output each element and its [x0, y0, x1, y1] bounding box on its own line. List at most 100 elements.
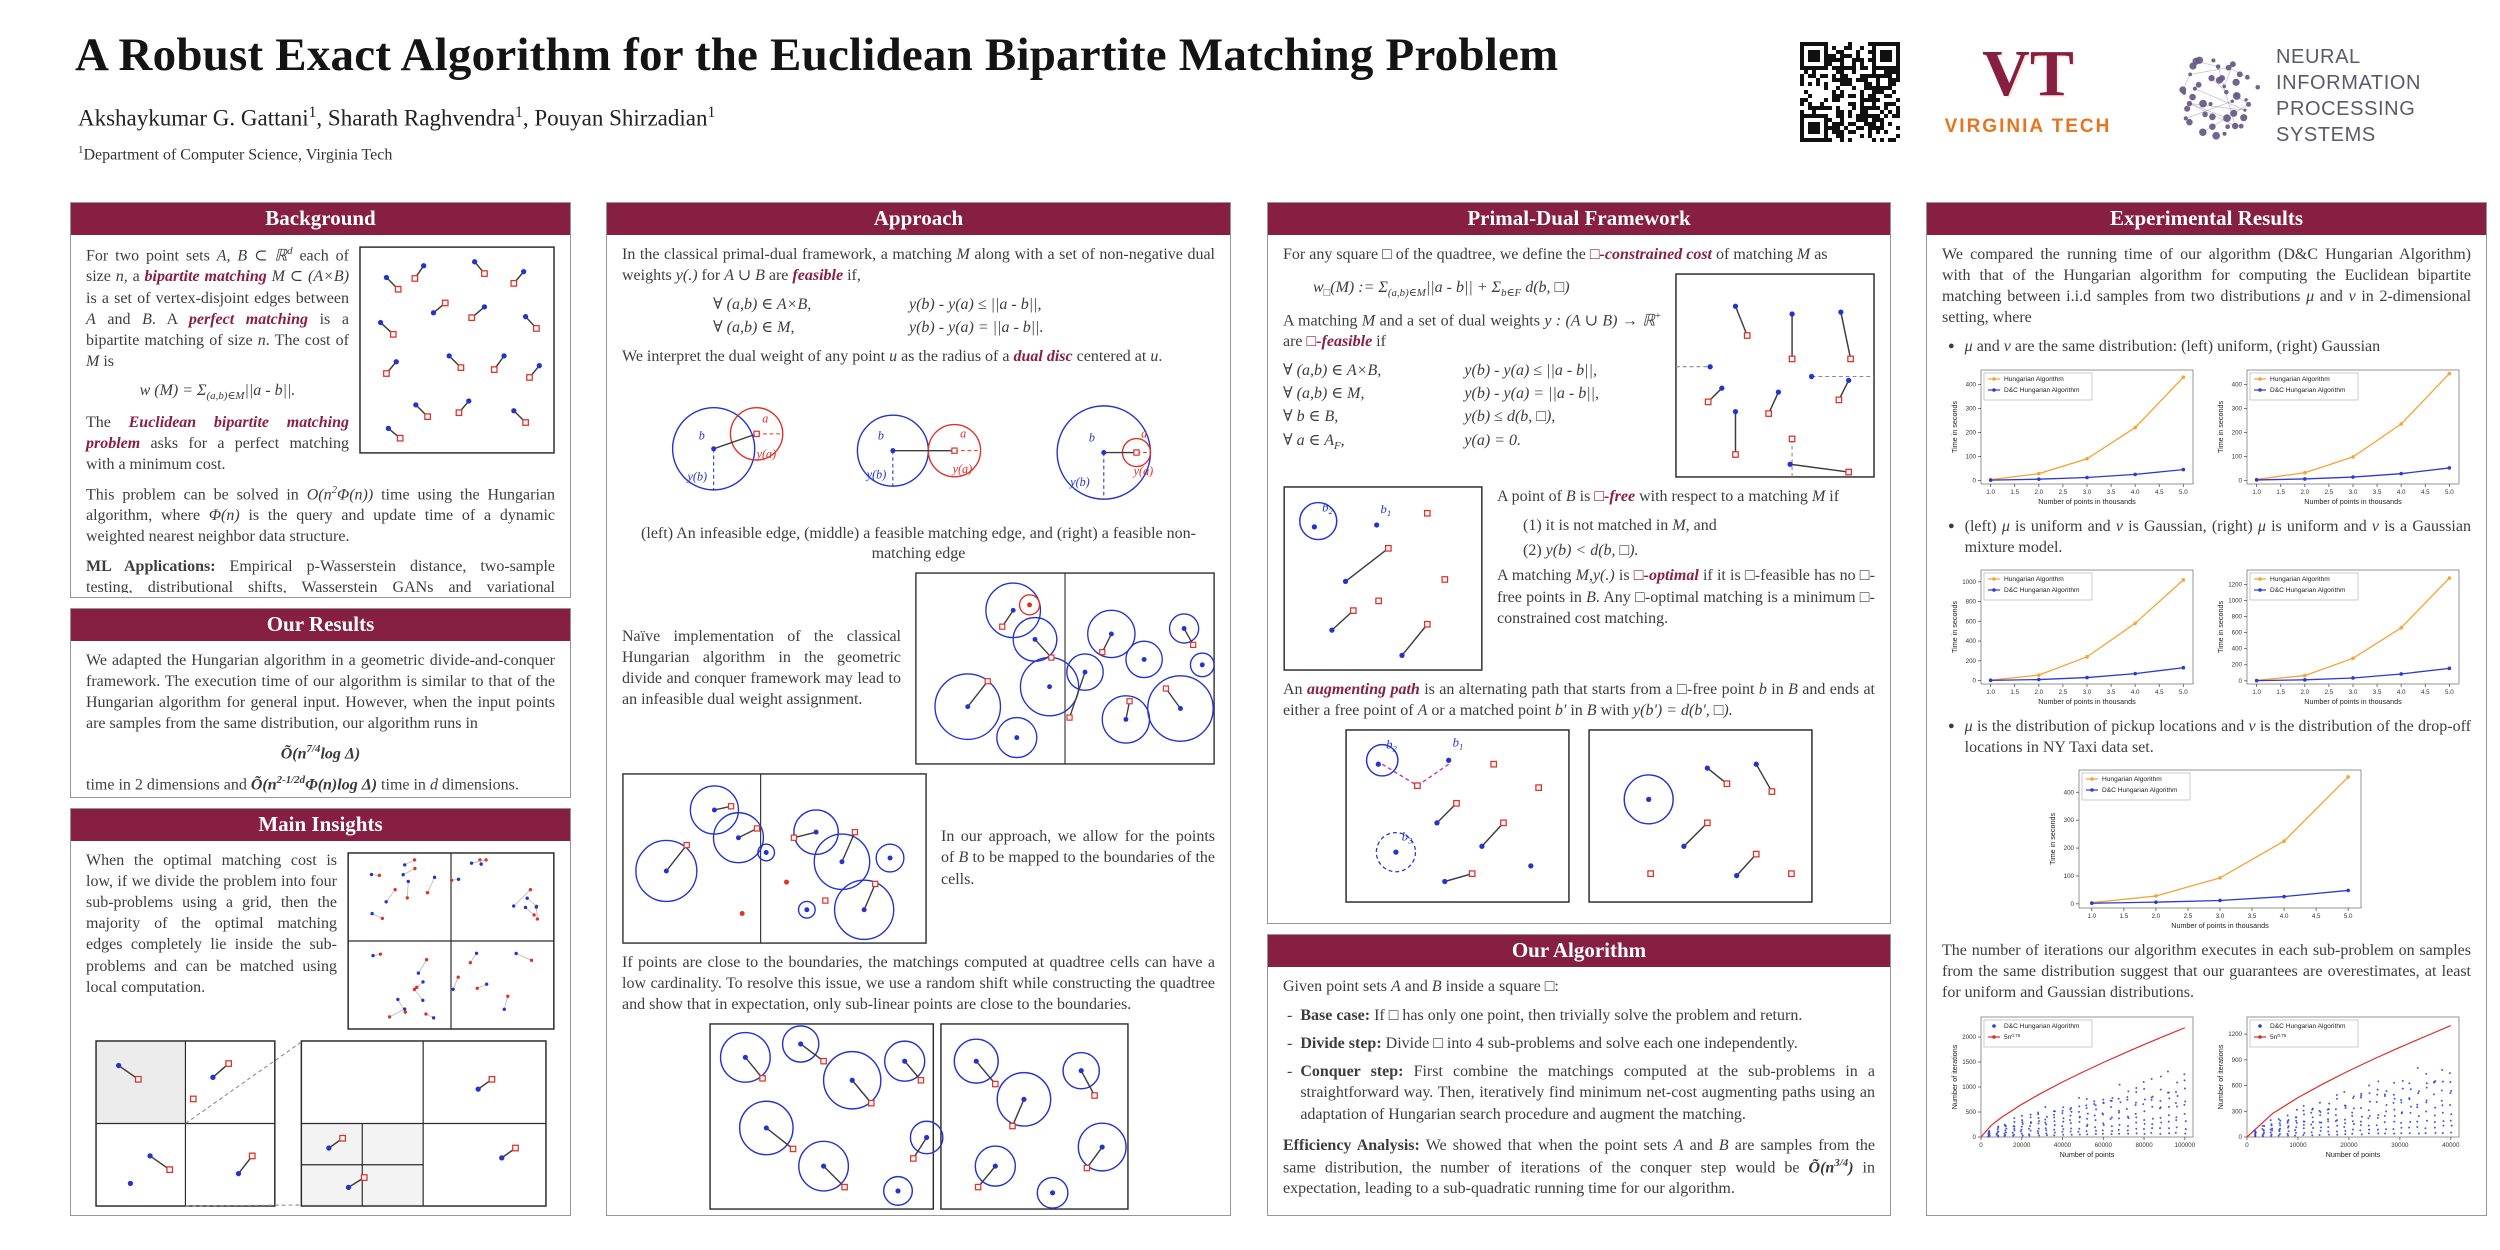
svg-text:D&C Hungarian Algorithm: D&C Hungarian Algorithm [2004, 1023, 2080, 1030]
svg-text:a: a [960, 426, 966, 440]
primal-paragraph-1: For any square □ of the quadtree, we def… [1283, 246, 1828, 263]
figure-augmenting-path-right [1588, 729, 1813, 904]
section-body-main-insights: When the optimal matching cost is low, i… [71, 841, 570, 1211]
results-paragraph-2: time in 2 dimensions and Õ(n2-1/2dΦ(n)lo… [86, 773, 519, 793]
svg-text:b3: b3 [1402, 830, 1413, 846]
approach-paragraph-naive: Naïve implementation of the classical Hu… [622, 627, 901, 709]
experimental-bullet-3: ● μ is the distribution of pickup locati… [1948, 716, 2471, 758]
svg-text:Time in seconds: Time in seconds [1950, 400, 1959, 452]
svg-text:600: 600 [1965, 618, 1976, 625]
figure-bipartite-matching [359, 246, 555, 454]
approach-paragraph-2: We interpret the dual weight of any poin… [622, 348, 1163, 366]
svg-text:400: 400 [1965, 381, 1976, 388]
svg-text:200: 200 [2231, 429, 2242, 436]
svg-text:500: 500 [1965, 1109, 1976, 1116]
svg-text:y(b): y(b) [864, 467, 886, 481]
bullet-icon: ● [1948, 519, 1955, 532]
section-experimental-results: Experimental Results We compared the run… [1926, 202, 2487, 1216]
primal-feasibility-conditions: ∀ (a,b) ∈ A×B, y(b) - y(a) ≤ ||a - b||, ∀ … [1283, 362, 1599, 452]
section-body-background: For two point sets A, B ⊂ ℝd each of siz… [71, 235, 570, 593]
svg-text:D&C Hungarian Algorithm: D&C Hungarian Algorithm [2102, 787, 2178, 794]
experimental-bullet-2: ● (left) μ is uniform and ν is Gaussian,… [1948, 516, 2471, 558]
svg-text:3.0: 3.0 [2348, 489, 2357, 496]
svg-text:0: 0 [1972, 1134, 1976, 1141]
section-body-our-algorithm: Given point sets A and B inside a square… [1268, 967, 1890, 1211]
background-paragraph-ml-applications: ML Applications: Empirical p-Wasserstein… [86, 557, 555, 594]
svg-text:300: 300 [2063, 817, 2074, 824]
svg-text:5.0: 5.0 [2179, 489, 2188, 496]
svg-text:4.0: 4.0 [2279, 913, 2288, 920]
authors: Akshaykumar G. Gattani1, Sharath Raghven… [78, 104, 716, 131]
chart-time-uniform-gaussian: 1.0 1.5 2.0 2.5 3.0 3.5 4.0 4.5 5.0 0 200 400 600 800… [1948, 563, 2199, 708]
svg-text:Number of points: Number of points [2059, 1150, 2114, 1159]
section-approach: Approach In the classical primal-dual fr… [606, 202, 1231, 1216]
svg-text:Number of points in thousands: Number of points in thousands [2171, 921, 2269, 930]
page-title: A Robust Exact Algorithm for the Euclide… [75, 29, 1559, 81]
svg-text:3.0: 3.0 [2082, 689, 2091, 696]
section-primal-dual: Primal-Dual Framework For any square □ o… [1267, 202, 1891, 924]
dual-discs-caption: (left) An infeasible edge, (middle) a fe… [641, 524, 1196, 562]
svg-text:3.0: 3.0 [2348, 689, 2357, 696]
section-body-our-results: We adapted the Hungarian algorithm in a … [71, 641, 570, 793]
section-body-approach: In the classical primal-dual framework, … [607, 235, 1230, 1211]
svg-text:Time in seconds: Time in seconds [2216, 400, 2225, 452]
approach-paragraph-boundaries: In our approach, we allow for the points… [941, 828, 1216, 888]
svg-text:400: 400 [2063, 789, 2074, 796]
figure-grid-division [347, 852, 555, 1030]
section-our-results: Our Results We adapted the Hungarian alg… [70, 608, 571, 798]
svg-text:4.5: 4.5 [2154, 689, 2163, 696]
section-header-background: Background [71, 203, 570, 235]
section-header-our-algorithm: Our Algorithm [1268, 935, 1890, 967]
neurips-wordmark: NEURAL INFORMATION PROCESSING SYSTEMS [2276, 44, 2490, 148]
svg-text:Number of points in thousands: Number of points in thousands [2304, 497, 2402, 506]
svg-text:Number of points: Number of points [2325, 1150, 2380, 1159]
primal-paragraph-2: A matching M and a set of dual weights y… [1283, 309, 1662, 351]
svg-text:40000: 40000 [2053, 1142, 2071, 1149]
chart-time-gaussian: 1.0 1.5 2.0 2.5 3.0 3.5 4.0 4.5 5.0 0 100 200 300 400… [2214, 363, 2465, 508]
svg-text:y(a): y(a) [1131, 463, 1153, 477]
results-runtime-equation: Õ(n7/4log Δ) [280, 743, 361, 763]
svg-text:Number of iterations: Number of iterations [1950, 1045, 1959, 1110]
svg-text:y(b): y(b) [685, 469, 707, 483]
svg-text:4.0: 4.0 [2130, 689, 2139, 696]
svg-text:Hungarian Algorithm: Hungarian Algorithm [2270, 576, 2330, 583]
svg-text:4.0: 4.0 [2396, 489, 2405, 496]
svg-text:4.0: 4.0 [2396, 689, 2405, 696]
experimental-bullet-2-text: (left) μ is uniform and ν is Gaussian, (… [1964, 517, 2471, 556]
background-paragraph-1: For two point sets A, B ⊂ ℝd each of siz… [86, 245, 350, 370]
svg-text:5.0: 5.0 [2179, 689, 2188, 696]
svg-text:5n0.75: 5n0.75 [2004, 1033, 2021, 1041]
vt-wordmark: VIRGINIA TECH [1944, 116, 2112, 137]
svg-text:3.5: 3.5 [2106, 489, 2115, 496]
svg-text:Hungarian Algorithm: Hungarian Algorithm [2004, 376, 2064, 383]
svg-text:0: 0 [2238, 477, 2242, 484]
bullet-icon: ● [1948, 340, 1955, 353]
figure-dual-discs: b y(b) a y(a) b y(b) a y(a) b y(b) a y(a) [639, 376, 1199, 516]
svg-text:Hungarian Algorithm: Hungarian Algorithm [2102, 776, 2162, 783]
svg-text:300: 300 [2231, 405, 2242, 412]
background-cost-equation: w (M) = Σ(a,b)∈M||a - b||. [139, 381, 296, 403]
algorithm-steps: - Base case: If □ has only one point, the… [1287, 1007, 1875, 1123]
svg-text:1200: 1200 [2228, 581, 2242, 588]
svg-text:1.5: 1.5 [2010, 489, 2019, 496]
svg-text:3.5: 3.5 [2106, 689, 2115, 696]
svg-text:3.0: 3.0 [2215, 913, 2224, 920]
figure-square-free-points: b2 b1 [1283, 486, 1483, 671]
section-header-experimental-results: Experimental Results [1927, 203, 2486, 235]
svg-text:100: 100 [2231, 453, 2242, 460]
algorithm-efficiency-analysis: Efficiency Analysis: We showed that when… [1283, 1136, 1875, 1198]
section-header-approach: Approach [607, 203, 1230, 235]
experimental-conclusion: The number of iterations our algorithm e… [1942, 941, 2471, 1002]
svg-text:0: 0 [1972, 477, 1976, 484]
algorithm-intro: Given point sets A and B inside a square… [1283, 978, 1559, 995]
results-paragraph-1: We adapted the Hungarian algorithm in a … [86, 652, 555, 733]
qr-code [1800, 42, 1900, 142]
svg-text:b1: b1 [1381, 502, 1392, 518]
chart-time-uniform: 1.0 1.5 2.0 2.5 3.0 3.5 4.0 4.5 5.0 0 100 200 300 400… [1948, 363, 2199, 508]
svg-text:100: 100 [2063, 873, 2074, 880]
svg-text:100: 100 [1965, 453, 1976, 460]
svg-text:Number of points in thousands: Number of points in thousands [2038, 697, 2136, 706]
svg-text:0: 0 [2245, 1142, 2249, 1149]
chart-iterations-small: 0 10000 20000 30000 40000 0 300 600 900 1200 Numbe… [2214, 1011, 2465, 1162]
